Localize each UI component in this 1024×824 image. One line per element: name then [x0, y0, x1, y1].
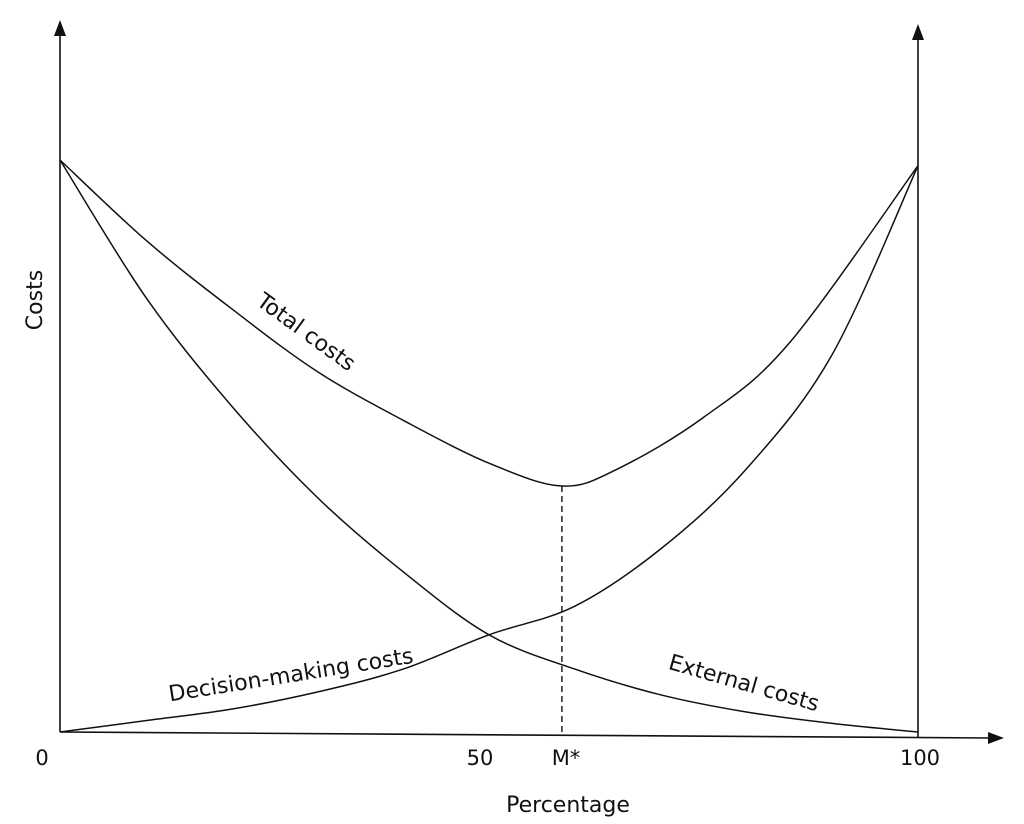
- x-axis-title: Percentage: [506, 793, 630, 818]
- series-line-total-costs: [59, 159, 919, 487]
- x-axis-arrow-icon: [988, 732, 1004, 744]
- x-tick-label-0: 0: [35, 746, 48, 770]
- y-axis-left-arrow-icon: [54, 20, 66, 36]
- series-line-external-costs: [59, 159, 919, 733]
- x-tick-label-50: 50: [467, 746, 494, 770]
- series-label-external-costs: External costs: [666, 650, 822, 717]
- x-tick-label-m-star: M*: [552, 746, 581, 770]
- series-line-decision-making-costs: [59, 165, 919, 733]
- y-axis-title: Costs: [23, 270, 48, 330]
- y-axis-right-arrow-icon: [912, 24, 924, 40]
- x-tick-label-100: 100: [900, 746, 940, 770]
- series-group: [59, 159, 919, 733]
- axes: [54, 20, 1004, 744]
- x-axis: [59, 731, 991, 739]
